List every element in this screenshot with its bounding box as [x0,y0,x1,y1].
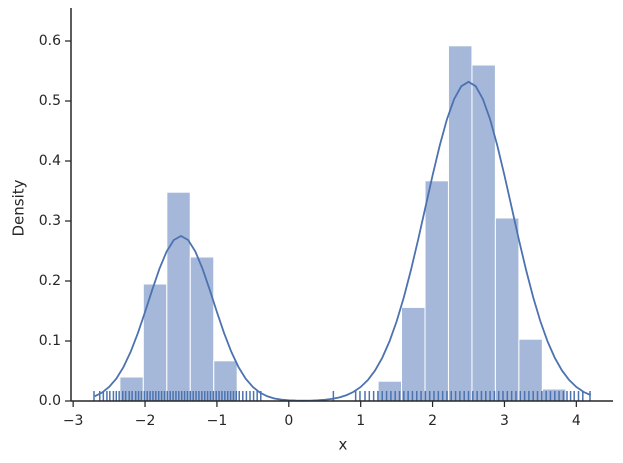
x-axis-label: x [339,436,348,454]
y-tick-label: 0.0 [39,393,61,409]
x-tick-label: −3 [63,413,84,429]
x-tick-label: −2 [135,413,156,429]
y-tick-label: 0.2 [39,273,61,289]
x-tick-label: 1 [356,413,365,429]
y-axis-label: Density [10,179,28,236]
x-tick-label: −1 [207,413,228,429]
histogram-bar [518,338,543,402]
y-tick-label: 0.3 [39,213,61,229]
y-tick-label: 0.6 [39,33,61,49]
histogram-bar [494,217,520,402]
y-tick-label: 0.4 [39,153,61,169]
x-tick-label: 3 [500,413,509,429]
y-tick-label: 0.5 [39,93,61,109]
x-tick-label: 0 [284,413,293,429]
histogram-bar [447,45,473,402]
x-tick-label: 4 [572,413,581,429]
histogram-bar [189,256,215,402]
histogram-bar [142,283,168,402]
histogram-bar [166,191,191,402]
x-tick-label: 2 [428,413,437,429]
histogram-bar [471,64,496,402]
y-tick-label: 0.1 [39,333,61,349]
kde-line [94,80,592,402]
histogram-bar [424,180,449,402]
histogram-bar [401,306,426,402]
